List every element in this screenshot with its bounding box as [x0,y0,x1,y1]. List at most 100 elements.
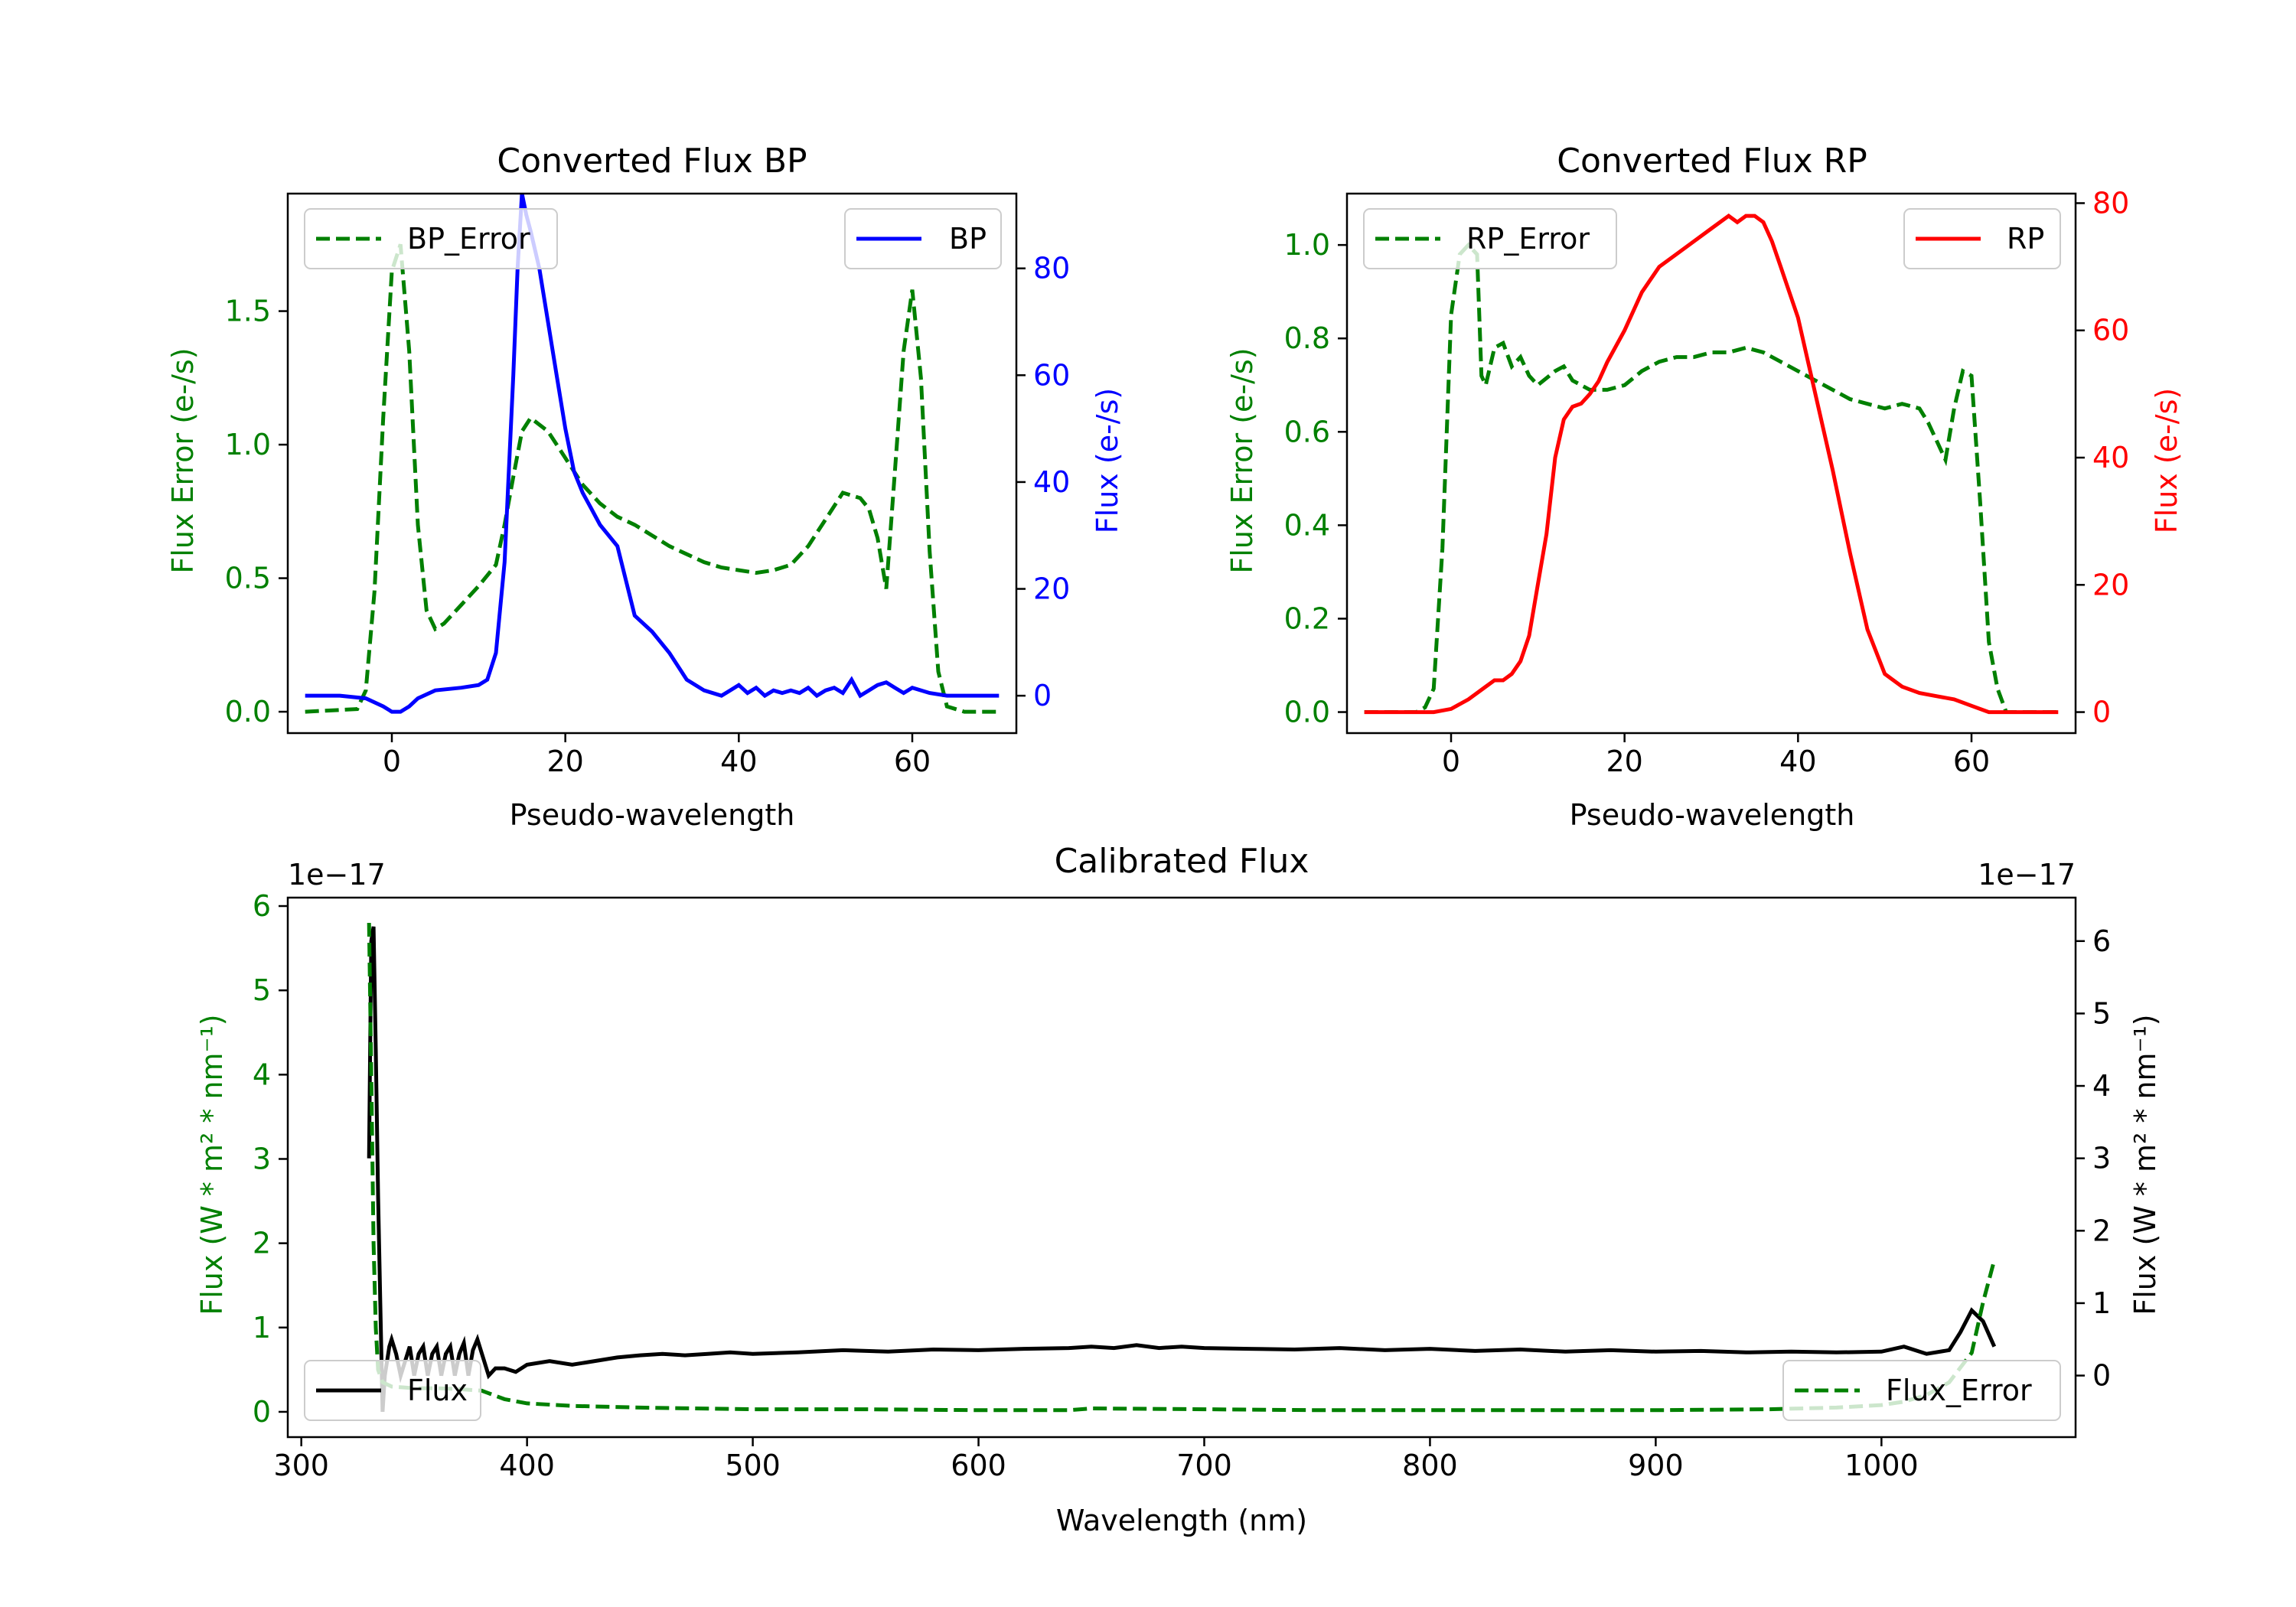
x-tick-label: 40 [720,745,757,778]
x-ticks: 0 20 40 60 [1442,733,1990,778]
y-left-tick-label: 1.0 [225,428,271,461]
y-left-tick-label: 3 [253,1142,271,1175]
axes-frame [286,896,2077,1439]
series-line-flux [367,926,1997,1413]
x-tick-label: 400 [499,1449,555,1482]
y-left-tick-label: 5 [253,973,271,1007]
legend-label-rp-error: RP_Error [1466,222,1590,256]
legend-right: RP [1903,208,2061,269]
legend-box [1782,1360,2061,1421]
y-left-tick-label: 0.8 [1284,321,1330,355]
series-line-rp [1364,214,2059,715]
y-left-ticks: 0.0 0.5 1.0 1.5 [225,295,288,729]
x-tick-label: 600 [951,1449,1006,1482]
x-tick-label: 60 [894,745,931,778]
x-tick-label: 900 [1628,1449,1684,1482]
y-right-tick-label: 1 [2092,1286,2111,1320]
y-left-tick-label: 4 [253,1058,271,1091]
panel-calibrated: Calibrated Flux 1e−17 1e−17 Wavelength (… [195,842,2162,1537]
series-line-bp [305,193,1000,714]
x-tick-label: 20 [546,745,583,778]
y-right-tick-label: 40 [1033,465,1070,499]
x-tick-label: 40 [1779,745,1816,778]
legend-left: Flux [304,1360,481,1421]
legend-left: BP_Error [304,208,558,269]
y-left-ticks: 0.0 0.2 0.4 0.6 0.8 1.0 [1284,228,1347,729]
y-left-tick-label: 1.5 [225,295,271,328]
y-right-tick-label: 60 [1033,358,1070,392]
y-right-tick-label: 0 [2092,1359,2111,1393]
y-axis-right-label: Flux (e-/s) [2150,388,2183,533]
x-tick-label: 0 [1442,745,1460,778]
y-right-tick-label: 60 [2092,314,2129,347]
y-left-tick-label: 0.6 [1284,415,1330,448]
legend-label-rp: RP [2007,222,2044,256]
legend-box [304,208,558,269]
plot-lines [305,193,1000,714]
y-left-tick-label: 1.0 [1284,228,1330,262]
legend-label-bp-error: BP_Error [407,222,530,256]
x-tick-label: 300 [273,1449,329,1482]
y-right-tick-label: 6 [2092,924,2111,958]
legend-right: BP [844,208,1002,269]
legend-label-flux-error: Flux_Error [1886,1374,2032,1407]
axes-frame [286,192,1018,735]
y-left-tick-label: 2 [253,1227,271,1260]
y-right-tick-label: 0 [2092,696,2111,729]
y-left-tick-label: 0 [253,1395,271,1429]
panel-bp: Converted Flux BP Pseudo-wavelength Flux… [166,142,1124,832]
chart-title: Converted Flux RP [1557,142,1867,181]
y-right-tick-label: 2 [2092,1214,2111,1247]
x-tick-label: 0 [383,745,401,778]
y-right-tick-label: 80 [1033,252,1070,285]
legend-box [1363,208,1617,269]
legend-box [304,1360,481,1421]
y-right-tick-label: 20 [2092,568,2129,601]
x-axis-label: Pseudo-wavelength [1570,798,1855,832]
y-right-tick-label: 3 [2092,1142,2111,1175]
y-right-tick-label: 0 [1033,679,1052,712]
x-ticks: 0 20 40 60 [383,733,931,778]
panel-rp: Converted Flux RP Pseudo-wavelength Flux… [1225,142,2183,832]
plot-lines [1364,214,2059,715]
y-axis-left-label: Flux Error (e-/s) [1225,347,1259,573]
y-axis-right-label: Flux (W * m² * nm⁻¹) [2128,1014,2162,1315]
y-axis-left-label: Flux (W * m² * nm⁻¹) [195,1014,229,1315]
legend-label-bp: BP [949,222,987,256]
series-line-bp-error [305,243,1000,714]
series-line-rp-error [1364,242,2059,714]
x-ticks: 300 400 500 600 700 800 900 1000 [273,1437,1919,1482]
y-right-tick-label: 40 [2092,441,2129,474]
y-right-tick-label: 4 [2092,1069,2111,1103]
x-tick-label: 60 [1953,745,1990,778]
chart-title: Calibrated Flux [1055,842,1309,881]
legend-left: RP_Error [1363,208,1617,269]
x-axis-label: Wavelength (nm) [1056,1504,1307,1537]
legend-box [1903,208,2061,269]
y-right-ticks: 0 1 2 3 4 5 6 [2076,924,2111,1393]
legend-box [844,208,1002,269]
y-left-tick-label: 0.5 [225,562,271,595]
y-left-offset-text: 1e−17 [288,858,386,892]
y-right-ticks: 0 20 40 60 80 [1016,252,1070,712]
y-left-tick-label: 0.4 [1284,508,1330,542]
y-left-tick-label: 1 [253,1311,271,1345]
y-right-tick-label: 5 [2092,996,2111,1030]
x-tick-label: 700 [1176,1449,1232,1482]
y-right-tick-label: 20 [1033,572,1070,606]
y-right-ticks: 0 20 40 60 80 [2076,186,2129,729]
x-tick-label: 500 [725,1449,781,1482]
y-left-tick-label: 0.0 [1284,696,1330,729]
y-left-tick-label: 6 [253,889,271,923]
x-tick-label: 1000 [1844,1449,1919,1482]
legend-right: Flux_Error [1782,1360,2061,1421]
y-axis-right-label: Flux (e-/s) [1091,388,1124,533]
y-right-offset-text: 1e−17 [1978,858,2076,892]
y-left-ticks: 0 1 2 3 4 5 6 [253,889,288,1429]
y-left-tick-label: 0.0 [225,695,271,729]
y-right-tick-label: 80 [2092,186,2129,220]
legend-label-flux: Flux [407,1374,468,1407]
x-tick-label: 20 [1606,745,1642,778]
y-axis-left-label: Flux Error (e-/s) [166,347,200,573]
